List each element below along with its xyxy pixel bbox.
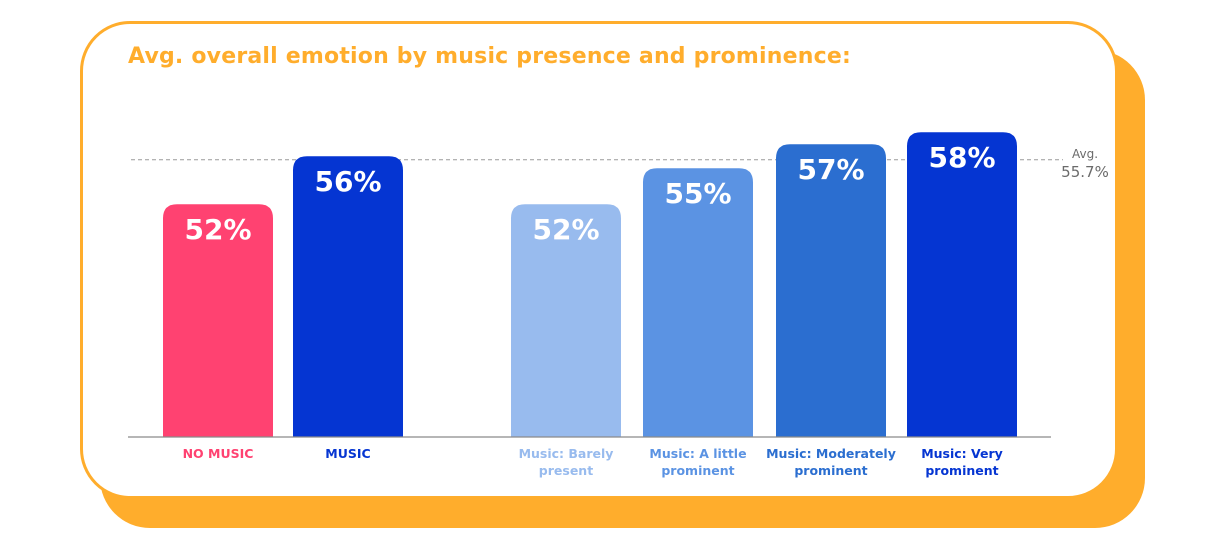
category-label: MUSIC [325,446,370,461]
category-label: Music: Barely [519,446,614,461]
bar-value-label: 55% [664,177,731,210]
bar-value-label: 58% [928,141,995,174]
bar-value-label: 52% [532,213,599,246]
category-label: present [539,463,593,478]
category-label: Music: Moderately [766,446,896,461]
category-label: Music: Very [921,446,1003,461]
bar [511,204,621,437]
category-label: NO MUSIC [183,446,254,461]
bar-value-label: 52% [184,213,251,246]
bar [776,144,886,437]
category-label: prominent [661,463,734,478]
category-label: prominent [794,463,867,478]
average-label: Avg. [1072,147,1098,161]
category-label: Music: A little [649,446,746,461]
category-label: prominent [925,463,998,478]
chart-title: Avg. overall emotion by music presence a… [128,44,851,69]
bar [907,132,1017,437]
bar [293,156,403,437]
bar-value-label: 56% [314,165,381,198]
average-value-label: 55.7% [1061,163,1109,181]
bar [643,168,753,437]
bar [163,204,273,437]
bar-value-label: 57% [797,153,864,186]
